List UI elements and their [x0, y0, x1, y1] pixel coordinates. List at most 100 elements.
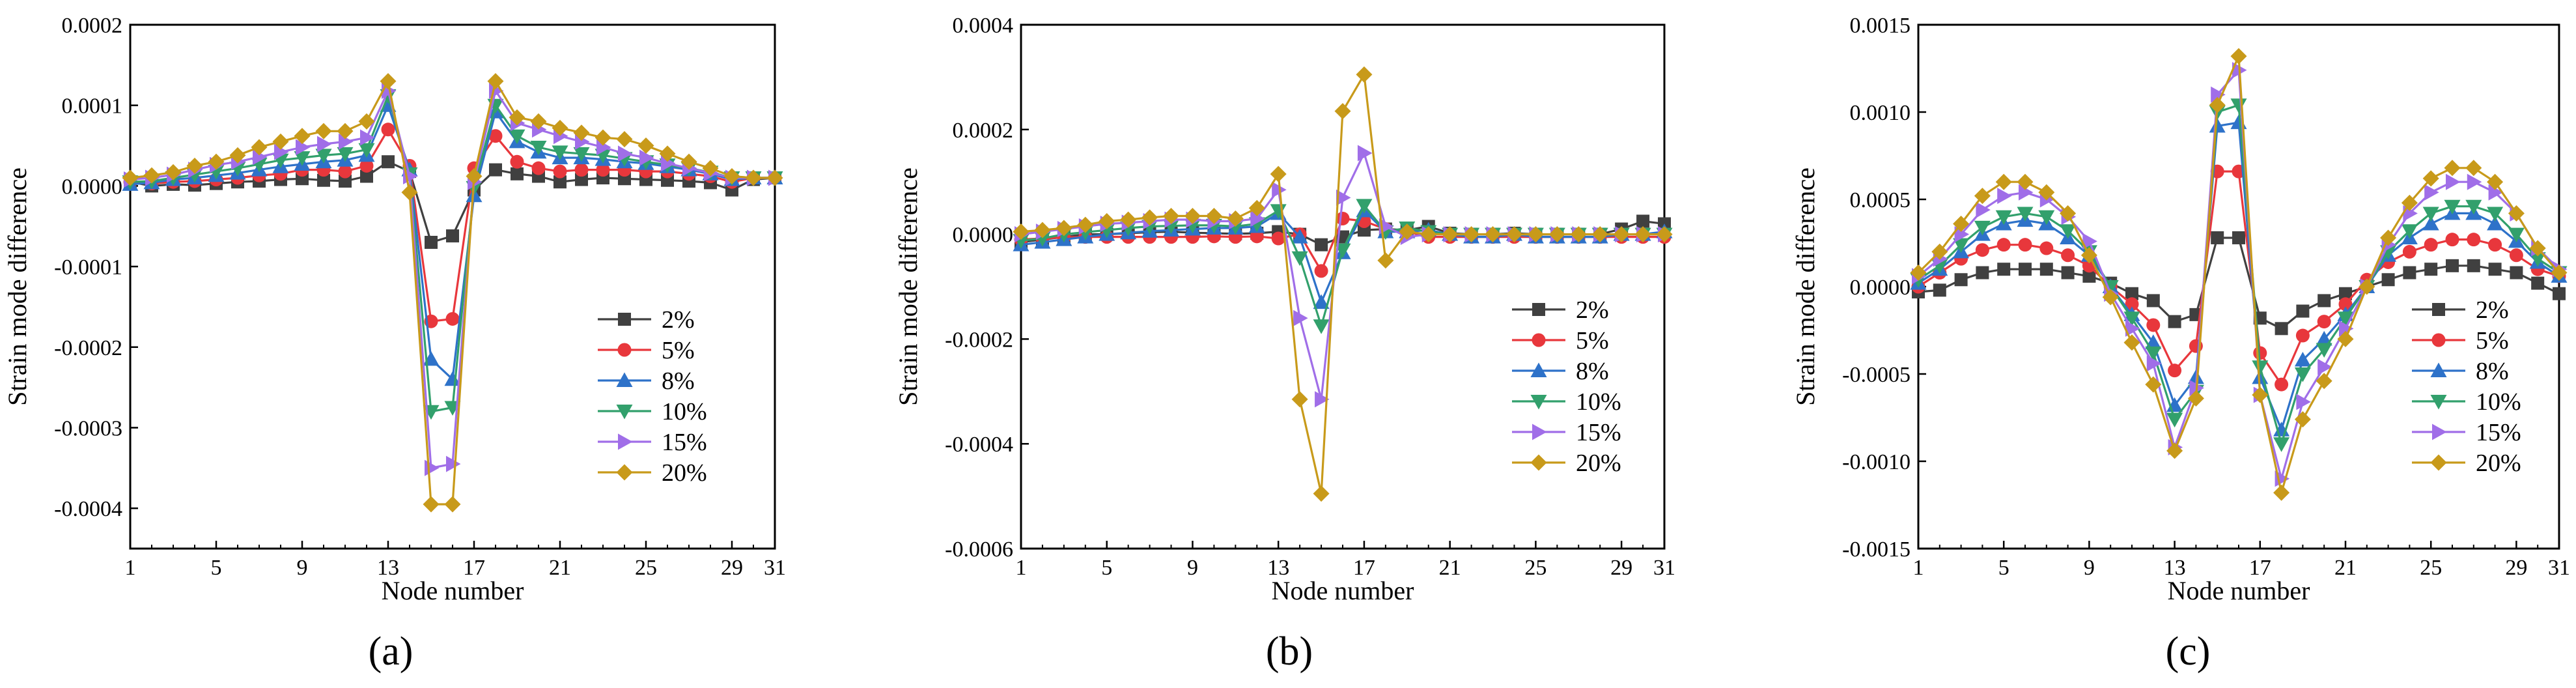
data-point-a-20pct-26: [659, 145, 676, 162]
data-point-a-15pct-26: [661, 155, 676, 172]
data-point-a-5pct-16: [445, 311, 460, 326]
data-point-a-2pct-16: [446, 229, 459, 243]
data-point-c-20pct-1: [1910, 265, 1927, 281]
data-point-c-15pct-4: [1976, 201, 1991, 218]
data-point-c-5pct-13: [2168, 364, 2182, 378]
data-point-b-20pct-28: [1591, 226, 1608, 243]
data-point-a-20pct-10: [315, 122, 332, 139]
data-point-b-5pct-15: [1314, 264, 1328, 278]
data-point-c-20pct-9: [2080, 247, 2097, 264]
y-tick-label-c-2: -0.0005: [1842, 363, 1911, 387]
data-point-c-2pct-2: [1933, 283, 1946, 297]
data-point-c-10pct-28: [2487, 207, 2504, 222]
data-point-b-20pct-5: [1099, 213, 1115, 229]
data-point-b-20pct-30: [1634, 226, 1651, 243]
data-point-c-10pct-24: [2401, 224, 2418, 239]
data-point-c-2pct-9: [2082, 269, 2096, 283]
data-point-c-15pct-9: [2082, 233, 2097, 250]
data-point-c-2pct-21: [2339, 287, 2352, 300]
data-point-b-15pct-15: [1315, 391, 1330, 408]
x-tick-label-a-5: 21: [549, 556, 571, 580]
data-point-c-5pct-29: [2509, 248, 2523, 263]
legend-marker-a-8pct: [616, 372, 633, 387]
y-tick-label-a-3: -0.0001: [54, 255, 122, 280]
data-point-c-8pct-28: [2487, 216, 2504, 231]
data-point-c-20pct-26: [2444, 160, 2461, 177]
x-tick-label-a-7: 29: [721, 556, 743, 580]
data-point-a-15pct-23: [596, 139, 611, 156]
data-point-a-10pct-21: [552, 145, 568, 160]
legend-label-b-8pct: 8%: [1576, 358, 1609, 385]
data-point-a-5pct-19: [510, 154, 524, 169]
data-point-b-20pct-25: [1527, 226, 1544, 243]
series-line-b-15pct: [1020, 152, 1664, 401]
data-point-a-5pct-13: [381, 122, 395, 137]
data-point-a-10pct-9: [294, 151, 311, 166]
legend-label-b-2pct: 2%: [1576, 296, 1609, 324]
data-point-c-20pct-16: [2230, 48, 2247, 64]
y-axis-title-c: Strain mode difference: [1791, 167, 1820, 406]
legend-marker-c-20pct: [2430, 454, 2447, 471]
x-tick-label-b-6: 25: [1524, 556, 1547, 580]
data-point-c-2pct-3: [1954, 273, 1968, 287]
data-point-a-20pct-20: [530, 113, 547, 130]
y-tick-label-c-5: 0.0010: [1850, 101, 1911, 125]
data-point-a-20pct-8: [272, 133, 289, 150]
data-point-c-20pct-27: [2465, 160, 2482, 177]
legend-label-c-15pct: 15%: [2476, 419, 2521, 446]
data-point-c-15pct-26: [2446, 173, 2461, 190]
data-point-b-5pct-13: [1271, 231, 1285, 246]
legend-label-b-5pct: 5%: [1576, 327, 1609, 354]
data-point-a-15pct-16: [446, 455, 461, 472]
data-point-b-20pct-21: [1442, 226, 1459, 243]
legend-label-a-15pct: 15%: [662, 429, 707, 456]
data-point-c-20pct-7: [2038, 184, 2055, 201]
y-tick-label-b-2: -0.0002: [945, 328, 1013, 352]
legend-label-a-8pct: 8%: [662, 367, 695, 395]
data-point-b-20pct-20: [1420, 226, 1437, 243]
data-point-c-20pct-13: [2166, 442, 2183, 459]
data-point-a-20pct-3: [165, 164, 182, 180]
data-point-c-20pct-23: [2380, 229, 2397, 246]
x-tick-label-c-7: 29: [2505, 556, 2527, 580]
data-point-c-20pct-18: [2273, 484, 2290, 501]
y-tick-label-a-0: -0.0004: [54, 497, 122, 521]
data-point-c-2pct-13: [2168, 315, 2181, 328]
y-tick-label-c-6: 0.0015: [1850, 14, 1911, 38]
data-point-a-10pct-22: [573, 147, 590, 162]
data-point-a-2pct-19: [511, 167, 524, 180]
data-point-b-20pct-24: [1505, 226, 1522, 243]
data-point-c-10pct-25: [2422, 207, 2439, 222]
legend-marker-a-15pct: [618, 433, 633, 450]
data-point-b-20pct-3: [1056, 220, 1072, 236]
data-point-c-15pct-11: [2125, 320, 2140, 337]
data-point-a-8pct-16: [444, 371, 461, 386]
data-point-b-20pct-1: [1013, 223, 1029, 240]
data-point-c-2pct-11: [2125, 287, 2138, 300]
data-point-b-20pct-11: [1227, 210, 1244, 227]
data-point-c-2pct-27: [2467, 259, 2480, 272]
legend-marker-b-10pct: [1530, 395, 1547, 410]
data-point-a-2pct-15: [425, 235, 438, 249]
data-point-c-20pct-12: [2145, 376, 2162, 393]
data-point-b-20pct-14: [1291, 391, 1308, 408]
data-point-b-10pct-16: [1334, 243, 1351, 259]
data-point-a-15pct-7: [253, 149, 268, 165]
data-point-b-20pct-29: [1613, 226, 1630, 243]
data-point-c-20pct-8: [2060, 205, 2077, 222]
data-point-c-10pct-20: [2316, 343, 2332, 358]
chart-panel-a: (a) 1 5 9 13 17 21 25 29 31 -0.0004 -0.0003 -0.0002…: [3, 14, 786, 674]
legend-marker-b-20pct: [1530, 454, 1547, 471]
data-point-c-10pct-21: [2337, 311, 2354, 326]
x-tick-label-c-4: 17: [2249, 556, 2271, 580]
data-point-a-15pct-8: [274, 143, 289, 160]
panel-label-c: (c): [2166, 629, 2211, 674]
data-point-c-5pct-21: [2338, 297, 2353, 311]
x-tick-label-b-3: 13: [1267, 556, 1289, 580]
data-point-c-10pct-17: [2252, 360, 2269, 375]
x-tick-label-a-3: 13: [377, 556, 399, 580]
data-point-b-20pct-22: [1463, 226, 1480, 243]
data-point-b-20pct-6: [1120, 211, 1137, 228]
x-tick-label-a-0: 1: [125, 556, 136, 580]
x-tick-label-b-5: 21: [1439, 556, 1461, 580]
